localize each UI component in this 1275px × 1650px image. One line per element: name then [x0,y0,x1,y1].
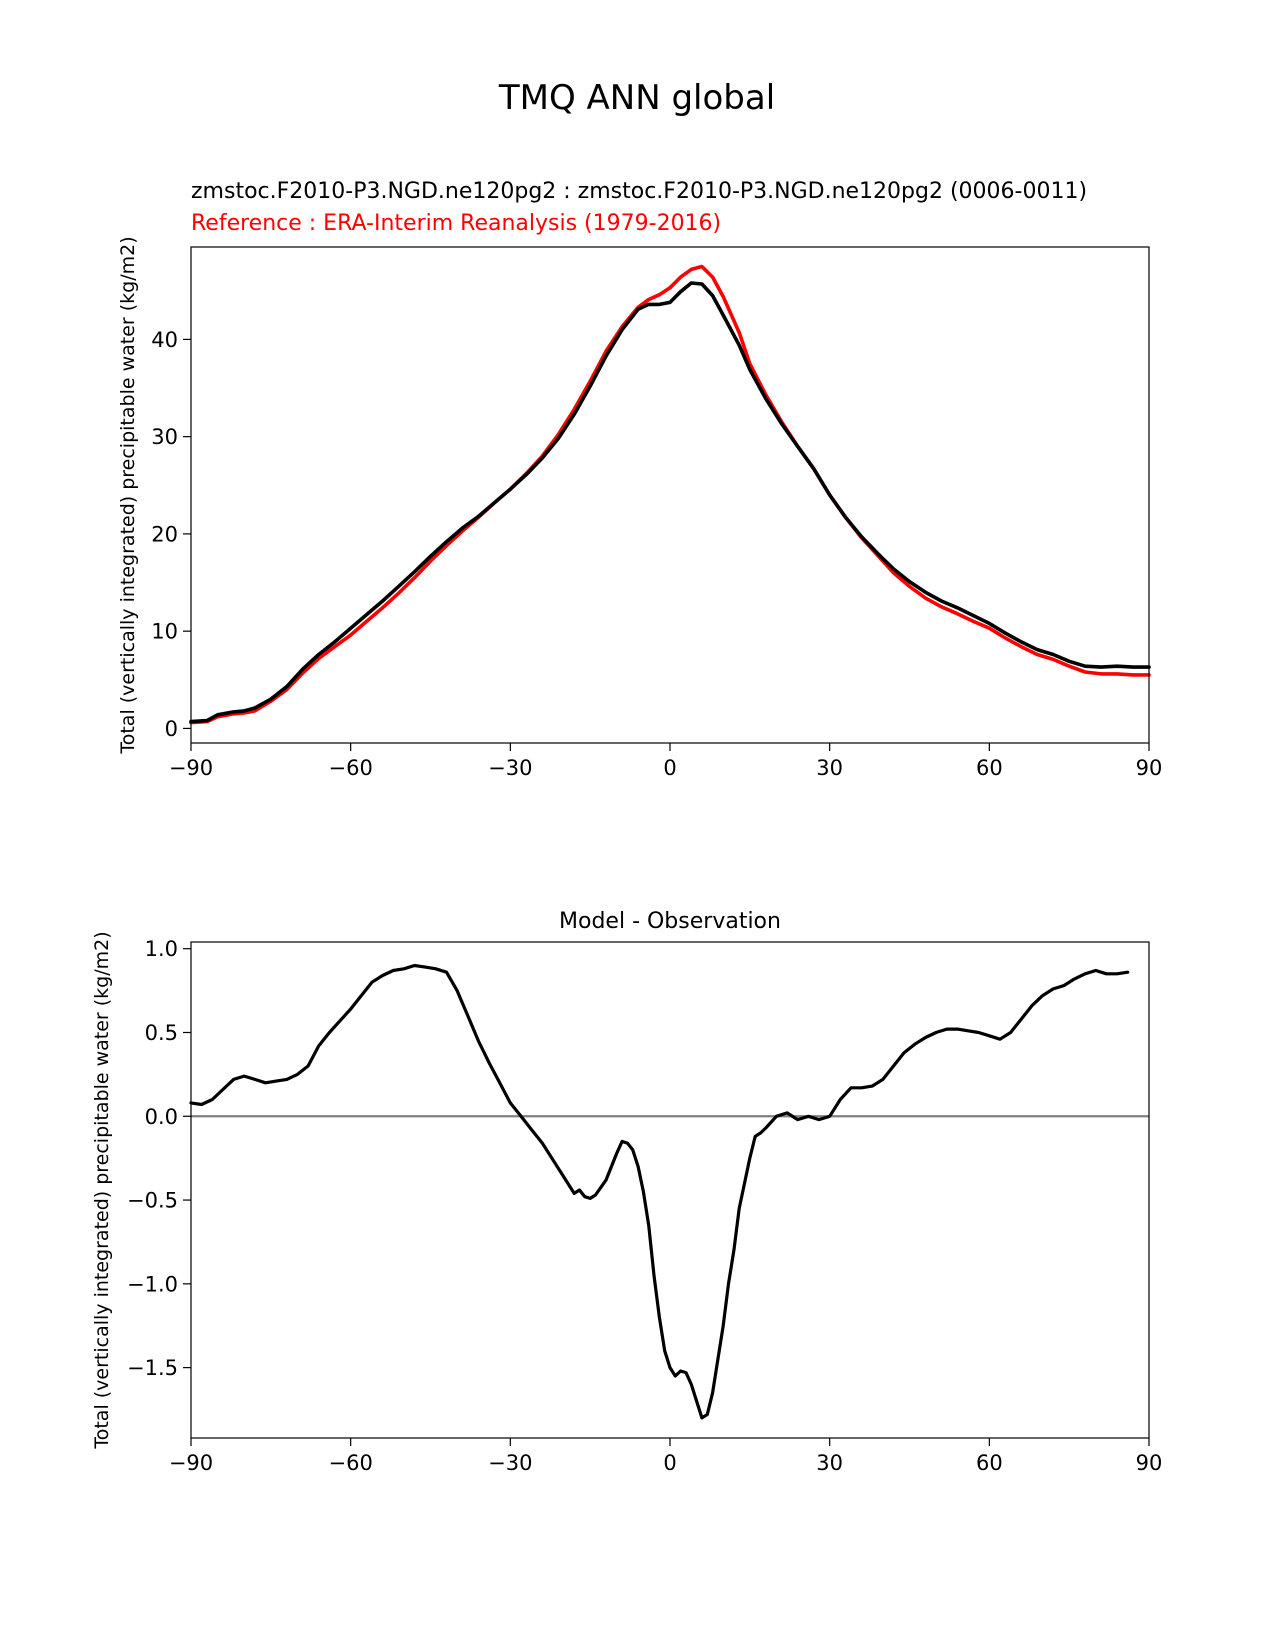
x-tick-label: 60 [976,756,1003,780]
x-tick-label: 90 [1136,1451,1163,1475]
top-test-label: zmstoc.F2010-P3.NGD.ne120pg2 : zmstoc.F2… [191,179,1087,204]
x-tick-label: 90 [1136,756,1163,780]
bottom-series-layer [189,963,1149,1420]
bottom-title: Model - Observation [559,909,781,934]
bottom-panel: Model - Observation Total (vertically in… [91,909,1162,1475]
top-reference-label: Reference : ERA-Interim Reanalysis (1979… [191,211,721,236]
y-tick-label: −1.0 [127,1272,178,1296]
top-panel: zmstoc.F2010-P3.NGD.ne120pg2 : zmstoc.F2… [117,179,1162,780]
x-tick-label: −30 [488,756,532,780]
x-tick-label: −60 [329,1451,373,1475]
y-tick-label: 0.0 [145,1105,178,1129]
x-tick-label: 30 [816,1451,843,1475]
y-tick-label: 0 [165,717,178,741]
bottom-ylabel: Total (vertically integrated) precipitab… [91,931,113,1449]
x-tick-label: −30 [488,1451,532,1475]
y-tick-label: 40 [151,328,178,352]
series-line-diff [189,963,1130,1420]
y-tick-label: 30 [151,425,178,449]
y-tick-label: 1.0 [145,937,178,961]
figure-title: TMQ ANN global [498,78,775,118]
top-ticks-layer: −90 −60 −30 0 30 60 90 0 10 20 30 40 [151,328,1162,780]
x-tick-label: −90 [169,1451,213,1475]
x-tick-label: 0 [663,1451,676,1475]
y-tick-label: −1.5 [127,1356,178,1380]
x-tick-label: 30 [816,756,843,780]
x-tick-label: 0 [663,756,676,780]
x-tick-label: −90 [169,756,213,780]
y-tick-label: 10 [151,620,178,644]
bottom-ticks-layer: −90 −60 −30 0 30 60 90 1.0 0.5 0.0 −0.5 −1.0 −1.5 [127,937,1162,1475]
x-tick-label: −60 [329,756,373,780]
series-line-test [189,281,1151,724]
bottom-plot-frame [190,941,1150,1439]
y-tick-label: 0.5 [145,1021,178,1045]
x-tick-label: 60 [976,1451,1003,1475]
series-line-reference [189,264,1151,725]
top-plot-frame [190,246,1150,744]
top-series-layer [189,264,1151,725]
y-tick-label: 20 [151,522,178,546]
top-ylabel: Total (vertically integrated) precipitab… [117,236,139,754]
y-tick-label: −0.5 [127,1189,178,1213]
